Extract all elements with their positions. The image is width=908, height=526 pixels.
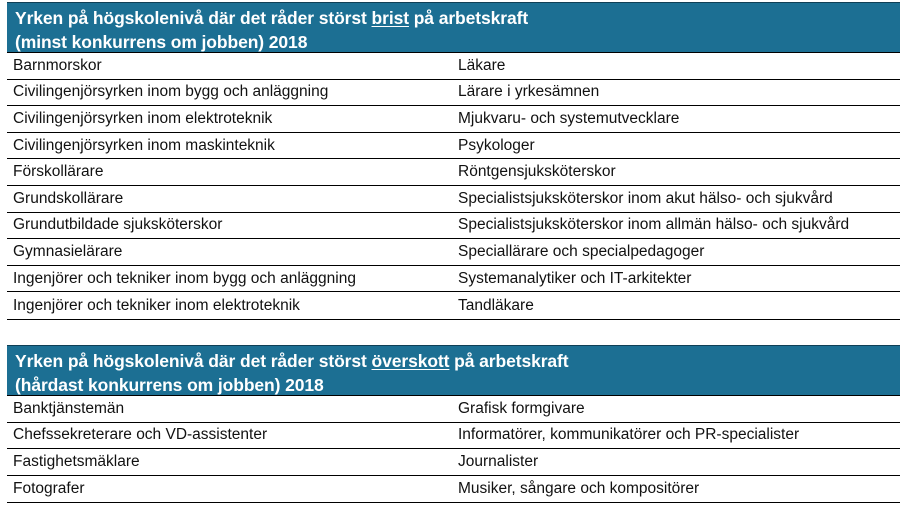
table-cell: Lärare i yrkesämnen [458,83,600,101]
table-cell: Fastighetsmäklare [13,452,140,470]
table-cell: Ingenjörer och tekniker inom bygg och an… [13,269,356,287]
table-cell: Mjukvaru- och systemutvecklare [458,109,680,127]
table-cell: Fotografer [13,480,85,498]
shortage-highlight-word: brist [371,8,410,28]
table-cell: Civilingenjörsyrken inom elektroteknik [13,109,273,127]
table-row: Fotografer Musiker, sångare och kompositö… [7,476,900,503]
shortage-table-body: Barnmorskor Läkare Civilingenjörsyrken in… [7,53,900,319]
table-row: Civilingenjörsyrken inom elektroteknik Mj… [7,106,900,133]
table-cell: Barnmorskor [13,56,102,74]
table-cell: Specialistsjuksköterskor inom allmän häl… [458,216,850,234]
table-cell: Grundskollärare [13,189,124,207]
table-row: Civilingenjörsyrken inom maskinteknik Psy… [7,133,900,160]
table-cell: Röntgensjuksköterskor [458,163,616,181]
table-row: Banktjänstemän Grafisk formgivare [7,396,900,423]
table-row: Ingenjörer och tekniker inom bygg och an… [7,266,900,293]
table-cell: Tandläkare [458,296,534,314]
table-cell: Banktjänstemän [13,399,125,417]
table-cell: Ingenjörer och tekniker inom elektrotekn… [13,296,300,314]
table-cell: Gymnasielärare [13,242,123,260]
table-cell: Förskollärare [13,163,104,181]
table-cell: Musiker, sångare och kompositörer [458,480,700,498]
table-row: Civilingenjörsyrken inom bygg och anlägg… [7,80,900,107]
table-row: Fastighetsmäklare Journalister [7,449,900,476]
table-row: Grundskollärare Specialistsjuksköterskor … [7,186,900,213]
table-cell: Specialistsjuksköterskor inom akut hälso… [458,189,833,207]
table-cell: Psykologer [458,136,535,154]
table-cell: Journalister [458,452,539,470]
shortage-occupations-table: Yrken på högskolenivå där det råder stör… [7,2,900,320]
table-cell: Systemanalytiker och IT-arkitekter [458,269,692,287]
shortage-table-header: Yrken på högskolenivå där det råder stör… [7,2,900,53]
table-row: Gymnasielärare Speciallärare och specialp… [7,239,900,266]
table-cell: Civilingenjörsyrken inom maskinteknik [13,136,275,154]
table-cell: Informatörer, kommunikatörer och PR-spec… [458,426,800,444]
table-cell: Läkare [458,56,506,74]
table-row: Chefssekreterare och VD-assistenter Infor… [7,423,900,450]
table-row: Grundutbildade sjuksköterskor Specialists… [7,213,900,240]
surplus-occupations-table: Yrken på högskolenivå där det råder stör… [7,345,900,504]
surplus-table-header: Yrken på högskolenivå där det råder stör… [7,345,900,396]
shortage-title-line-2: (minst konkurrens om jobben) 2018 [15,32,308,52]
surplus-title-line-2: (hårdast konkurrens om jobben) 2018 [15,375,324,395]
surplus-highlight-word: överskott [371,351,450,371]
table-cell: Speciallärare och specialpedagoger [458,242,705,260]
table-row: Barnmorskor Läkare [7,53,900,80]
table-row: Förskollärare Röntgensjuksköterskor [7,159,900,186]
surplus-title-line-1: Yrken på högskolenivå där det råder stör… [15,351,569,371]
table-cell: Grundutbildade sjuksköterskor [13,216,223,234]
table-cell: Grafisk formgivare [458,399,585,417]
table-cell: Chefssekreterare och VD-assistenter [13,426,268,444]
table-cell: Civilingenjörsyrken inom bygg och anlägg… [13,83,329,101]
surplus-table-body: Banktjänstemän Grafisk formgivare Chefsse… [7,396,900,502]
table-row: Ingenjörer och tekniker inom elektrotekn… [7,292,900,319]
shortage-title-line-1: Yrken på högskolenivå där det råder stör… [15,8,529,28]
